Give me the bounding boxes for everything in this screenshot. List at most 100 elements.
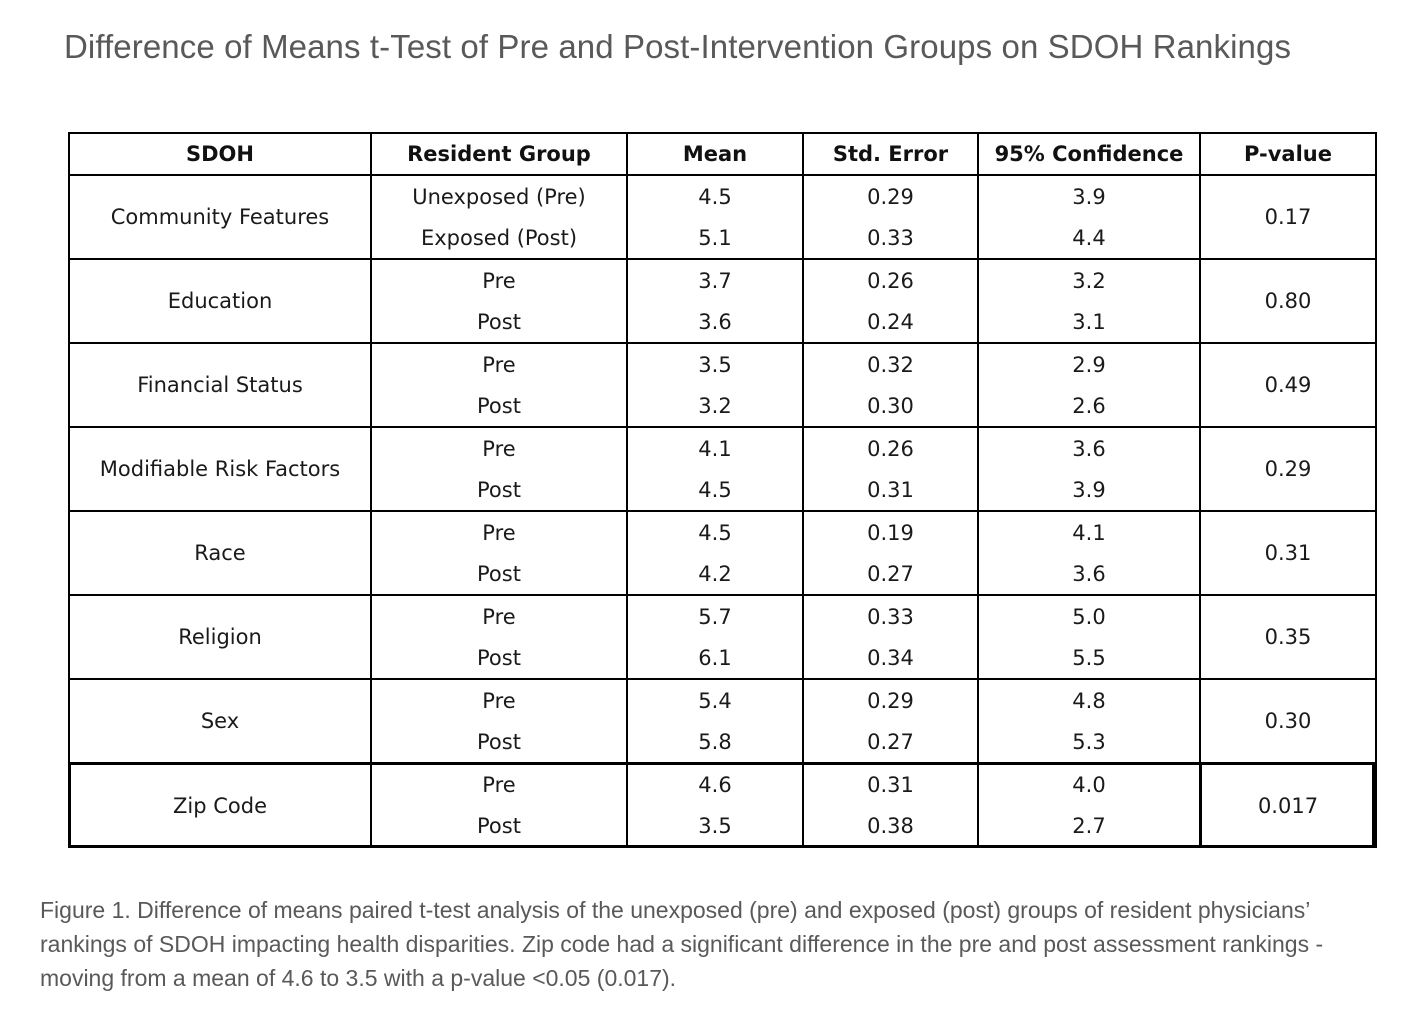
confidence-cell: 2.9 <box>977 342 1201 385</box>
resident-group-cell: Post <box>370 721 628 764</box>
std-error-cell: 0.32 <box>802 342 979 385</box>
p-value-cell: 0.29 <box>1199 426 1377 511</box>
table-row: Modifiable Risk Factors Pre 4.1 0.26 3.6 0.29 <box>68 426 1377 511</box>
sdoh-cell: Religion <box>68 594 372 679</box>
resident-group-cell: Pre <box>370 678 628 721</box>
sdoh-cell: Modifiable Risk Factors <box>68 426 372 511</box>
resident-group-cell: Pre <box>370 258 628 301</box>
mean-cell: 4.5 <box>626 174 804 217</box>
confidence-cell: 5.5 <box>977 637 1201 680</box>
mean-cell: 4.2 <box>626 553 804 596</box>
mean-cell: 3.2 <box>626 385 804 428</box>
confidence-cell: 2.7 <box>977 805 1201 848</box>
resident-group-cell: Exposed (Post) <box>370 217 628 260</box>
sdoh-cell: Zip Code <box>68 762 372 847</box>
resident-group-cell: Post <box>370 637 628 680</box>
std-error-cell: 0.27 <box>802 553 979 596</box>
std-error-cell: 0.34 <box>802 637 979 680</box>
column-header-mean: Mean <box>626 132 804 176</box>
mean-cell: 3.7 <box>626 258 804 301</box>
table-row: Exposed (Post) 5.1 0.33 4.4 <box>69 217 1376 260</box>
table-row: Post 4.5 0.31 3.9 <box>69 469 1376 512</box>
std-error-cell: 0.31 <box>802 762 979 805</box>
p-value-cell: 0.80 <box>1199 258 1377 343</box>
mean-cell: 4.5 <box>626 469 804 512</box>
std-error-cell: 0.33 <box>802 217 979 260</box>
confidence-cell: 3.6 <box>977 553 1201 596</box>
column-header-p-value: P-value <box>1199 132 1377 176</box>
std-error-cell: 0.27 <box>802 721 979 764</box>
table-row: Post 4.2 0.27 3.6 <box>69 553 1376 596</box>
chart-title: Difference of Means t-Test of Pre and Po… <box>64 28 1292 65</box>
table-row: Post 3.2 0.30 2.6 <box>69 385 1376 428</box>
sdoh-table-container: SDOH Resident Group Mean Std. Error 95% … <box>68 132 1377 848</box>
table-row: Post 3.6 0.24 3.1 <box>69 301 1376 344</box>
p-value-cell: 0.30 <box>1199 678 1377 763</box>
sdoh-table: SDOH Resident Group Mean Std. Error 95% … <box>68 132 1377 848</box>
confidence-cell: 3.6 <box>977 426 1201 469</box>
column-header-std-error: Std. Error <box>802 132 979 176</box>
p-value-cell: 0.49 <box>1199 342 1377 427</box>
std-error-cell: 0.30 <box>802 385 979 428</box>
table-row: Sex Pre 5.4 0.29 4.8 0.30 <box>68 678 1377 763</box>
std-error-cell: 0.38 <box>802 805 979 848</box>
std-error-cell: 0.29 <box>802 678 979 721</box>
confidence-cell: 3.9 <box>977 469 1201 512</box>
confidence-cell: 5.0 <box>977 594 1201 637</box>
sdoh-cell: Financial Status <box>68 342 372 427</box>
std-error-cell: 0.33 <box>802 594 979 637</box>
std-error-cell: 0.26 <box>802 426 979 469</box>
column-header-sdoh: SDOH <box>68 132 372 176</box>
p-value-cell: 0.017 <box>1199 762 1377 847</box>
resident-group-cell: Pre <box>370 510 628 553</box>
resident-group-cell: Pre <box>370 342 628 385</box>
confidence-cell: 4.8 <box>977 678 1201 721</box>
resident-group-cell: Pre <box>370 426 628 469</box>
resident-group-cell: Post <box>370 469 628 512</box>
column-header-95-confidence: 95% Confidence <box>977 132 1201 176</box>
resident-group-cell: Unexposed (Pre) <box>370 174 628 217</box>
confidence-cell: 3.1 <box>977 301 1201 344</box>
std-error-cell: 0.29 <box>802 174 979 217</box>
table-row: Education Pre 3.7 0.26 3.2 0.80 <box>68 258 1377 343</box>
resident-group-cell: Post <box>370 301 628 344</box>
confidence-cell: 4.0 <box>977 762 1201 805</box>
table-header-row: SDOH Resident Group Mean Std. Error 95% … <box>68 132 1377 176</box>
sdoh-cell: Community Features <box>68 174 372 259</box>
mean-cell: 4.5 <box>626 510 804 553</box>
column-header-resident-group: Resident Group <box>370 132 628 176</box>
resident-group-cell: Post <box>370 553 628 596</box>
p-value-cell: 0.17 <box>1199 174 1377 259</box>
table-row: Financial Status Pre 3.5 0.32 2.9 0.49 <box>68 342 1377 427</box>
mean-cell: 3.6 <box>626 301 804 344</box>
confidence-cell: 2.6 <box>977 385 1201 428</box>
mean-cell: 3.5 <box>626 342 804 385</box>
resident-group-cell: Pre <box>370 594 628 637</box>
table-row: Religion Pre 5.7 0.33 5.0 0.35 <box>68 594 1377 679</box>
table-row: Community Features Unexposed (Pre) 4.5 0.29… <box>68 174 1377 259</box>
mean-cell: 3.5 <box>626 805 804 848</box>
p-value-cell: 0.31 <box>1199 510 1377 595</box>
std-error-cell: 0.26 <box>802 258 979 301</box>
resident-group-cell: Pre <box>370 762 628 805</box>
mean-cell: 6.1 <box>626 637 804 680</box>
mean-cell: 4.1 <box>626 426 804 469</box>
std-error-cell: 0.19 <box>802 510 979 553</box>
table-row: Zip Code Pre 4.6 0.31 4.0 0.017 <box>68 762 1377 847</box>
confidence-cell: 3.2 <box>977 258 1201 301</box>
table-row: Race Pre 4.5 0.19 4.1 0.31 <box>68 510 1377 595</box>
mean-cell: 5.8 <box>626 721 804 764</box>
resident-group-cell: Post <box>370 805 628 848</box>
sdoh-cell: Race <box>68 510 372 595</box>
mean-cell: 5.1 <box>626 217 804 260</box>
mean-cell: 4.6 <box>626 762 804 805</box>
confidence-cell: 5.3 <box>977 721 1201 764</box>
mean-cell: 5.4 <box>626 678 804 721</box>
std-error-cell: 0.31 <box>802 469 979 512</box>
std-error-cell: 0.24 <box>802 301 979 344</box>
table-row: Post 3.5 0.38 2.7 <box>69 805 1376 848</box>
sdoh-cell: Sex <box>68 678 372 763</box>
p-value-cell: 0.35 <box>1199 594 1377 679</box>
confidence-cell: 4.4 <box>977 217 1201 260</box>
resident-group-cell: Post <box>370 385 628 428</box>
